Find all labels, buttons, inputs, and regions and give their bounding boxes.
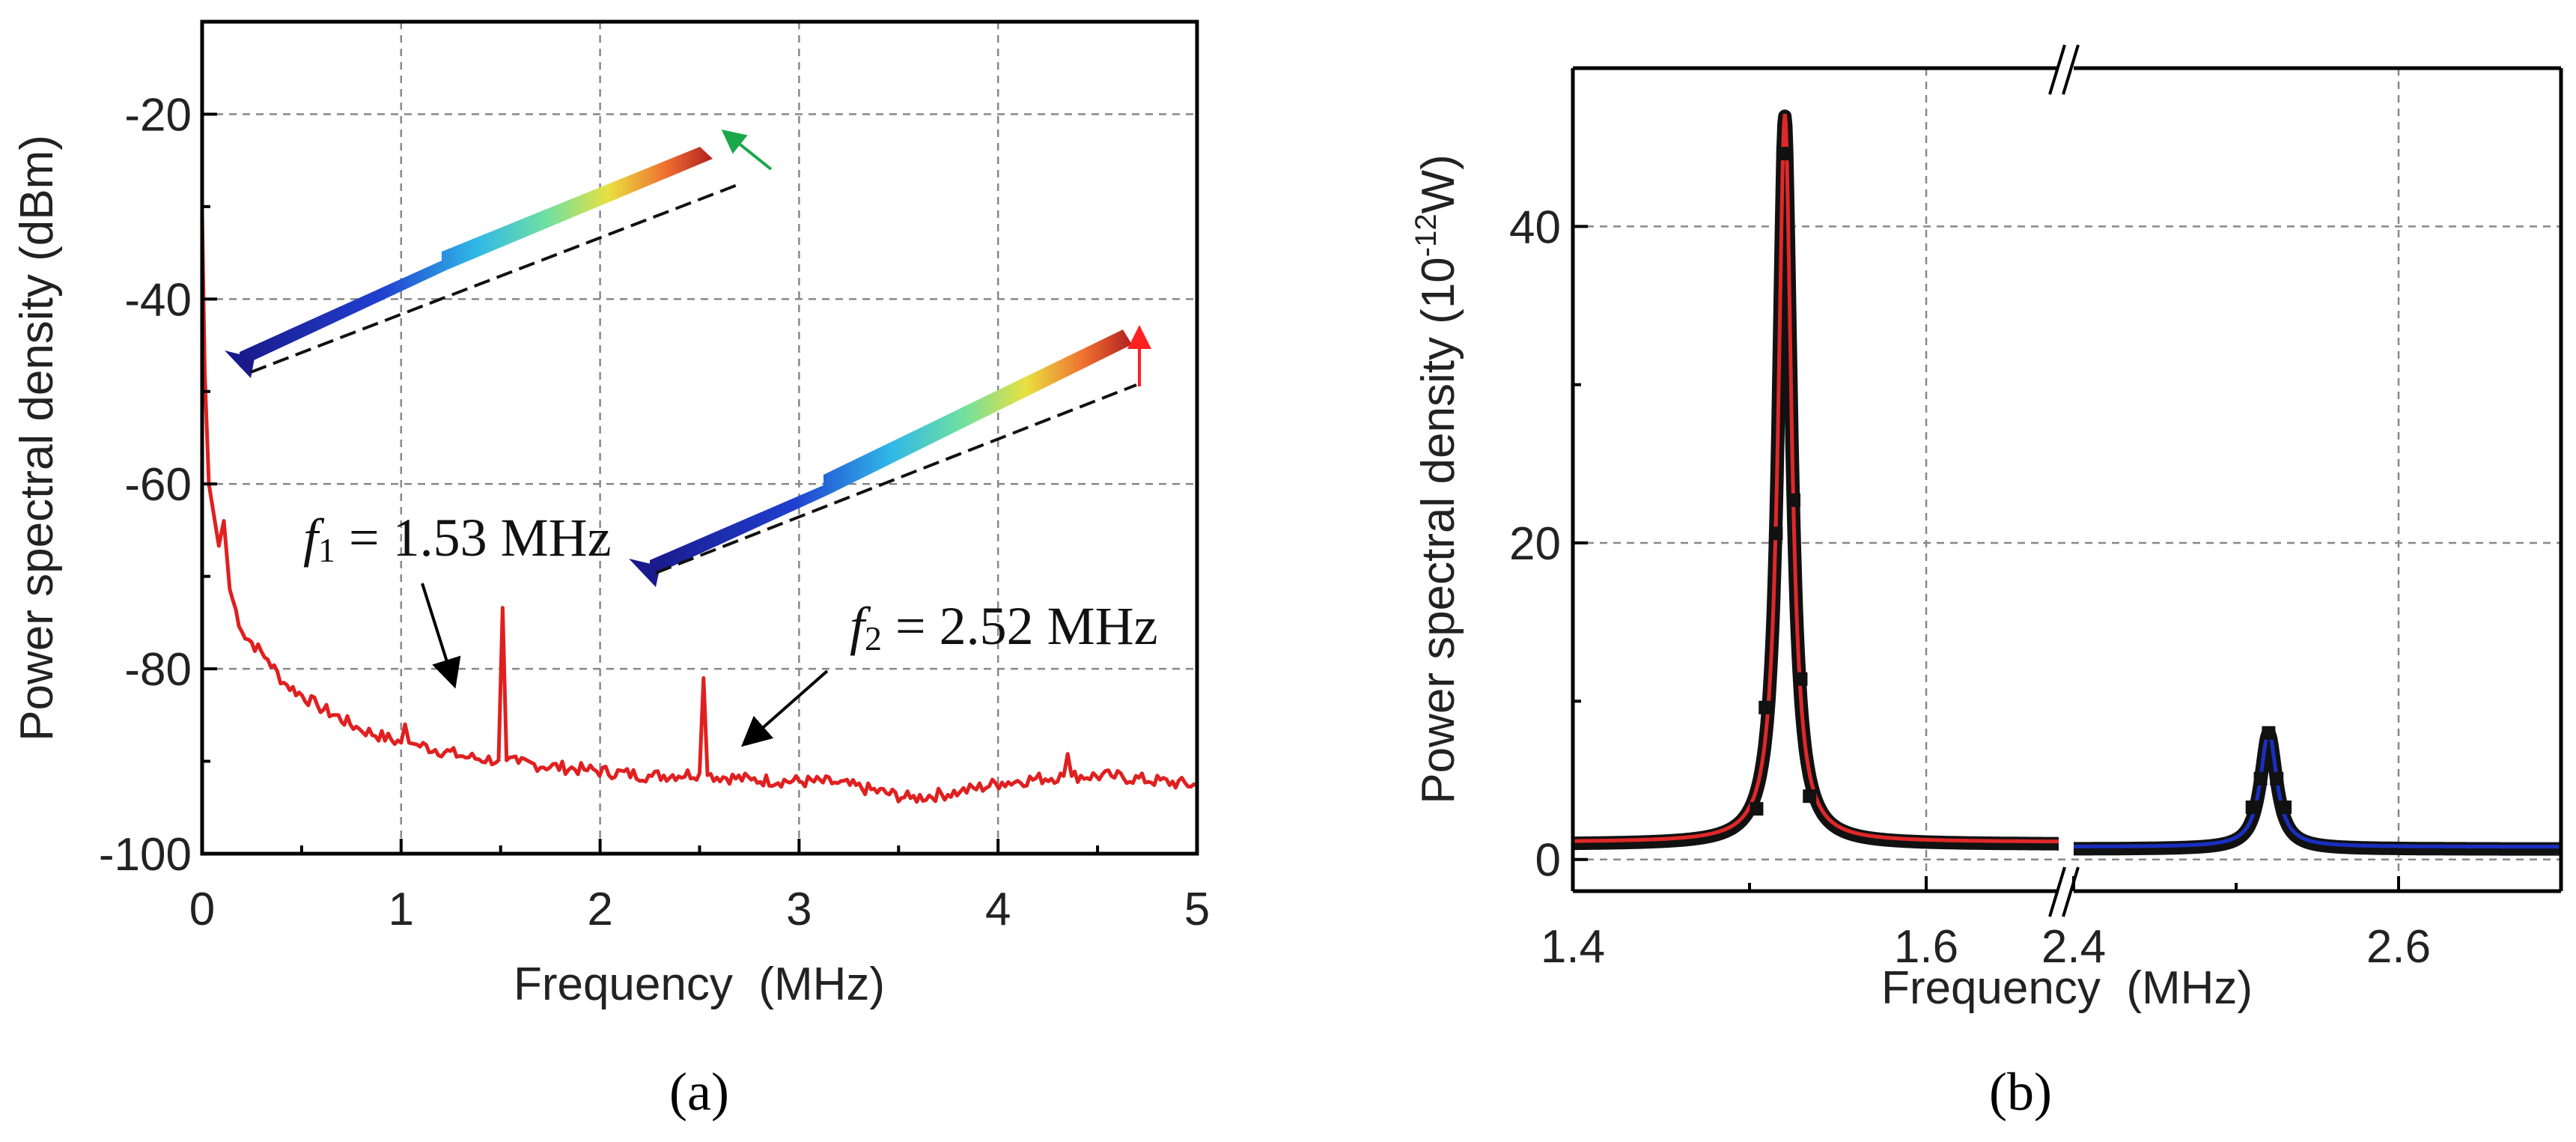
- panel-b-ticks: 0 20 40 1.4 1.6 2.4 2.6: [1509, 201, 2431, 973]
- data-point-square: [2270, 771, 2284, 786]
- data-point-square: [1787, 493, 1800, 507]
- panel-b-frame: [1571, 44, 2563, 917]
- data-point-square: [1776, 147, 1790, 161]
- y-tick-label: -60: [124, 459, 192, 511]
- x-tick-label: 4: [985, 884, 1011, 935]
- y-tick-label: -100: [99, 829, 192, 881]
- rest-position-dashed-line-1: [250, 182, 742, 374]
- x-tick-label: 2.6: [2366, 921, 2431, 973]
- panel-b-label: (b): [1989, 1062, 2052, 1122]
- x-tick-label: 3: [786, 884, 812, 935]
- x-tick-label: 5: [1184, 884, 1210, 935]
- panel-a-mode-shape-insets: [225, 130, 1151, 587]
- annotation-f2: f2 = 2.52 MHz: [850, 596, 1158, 657]
- panel-a-y-axis-label: Power spectral density (dBm): [11, 135, 63, 741]
- axis-break-top-icon: [2048, 44, 2080, 95]
- panel-b-chart: 0 20 40 1.4 1.6 2.4 2.6 Frequency (MHz) Power …: [1410, 44, 2567, 1122]
- data-point-square: [2278, 800, 2292, 814]
- panel-b-y-axis-label: Power spectral density (10-12W): [1410, 154, 1464, 804]
- data-point-square: [1759, 700, 1773, 714]
- cantilever-beam-mode-1: [240, 147, 713, 367]
- panel-a-ticks: 0 1 2 3 4 5 -20 -40 -60 -80 -100: [99, 89, 1210, 935]
- measured-data-band: [2068, 726, 2567, 856]
- cantilever-tip-mode-1: [225, 350, 255, 378]
- data-point-square: [2253, 771, 2268, 786]
- lorentzian-fit-line: [1573, 114, 2059, 844]
- data-point-square: [2245, 800, 2259, 814]
- panel-a-label: (a): [669, 1062, 729, 1122]
- data-point-square: [1794, 672, 1808, 686]
- data-point-square: [1769, 526, 1783, 541]
- lorentzian-fit-line: [2074, 728, 2561, 849]
- green-arrow-icon: [721, 130, 773, 171]
- y-tick-label: 0: [1535, 835, 1561, 887]
- rest-position-dashed-line-2: [655, 383, 1137, 574]
- data-point-square: [1803, 789, 1817, 804]
- f2-arrow-icon: [740, 669, 829, 747]
- spectrum-line: [200, 216, 1198, 804]
- data-point-square: [2262, 726, 2276, 740]
- x-tick-label: 1.6: [1894, 921, 1958, 973]
- panel-a-chart: 0 1 2 3 4 5 -20 -40 -60 -80 -100 f1 = 1.53 MHz f2 …: [11, 19, 1210, 1122]
- axis-break-bottom-icon: [2048, 866, 2080, 917]
- x-tick-label: 1: [389, 884, 414, 935]
- y-tick-label: 40: [1509, 201, 1561, 253]
- cantilever-tip-mode-2: [629, 559, 660, 587]
- cantilever-beam-mode-2: [650, 329, 1132, 577]
- annotation-f1: f1 = 1.53 MHz: [303, 508, 612, 569]
- f1-arrow-icon: [421, 583, 461, 689]
- panel-a-grid: [202, 22, 1197, 854]
- data-point-square: [1750, 802, 1764, 816]
- mode-1-cantilever-inset: [225, 130, 773, 378]
- y-tick-label: -40: [124, 274, 192, 326]
- y-tick-label: 20: [1509, 518, 1561, 570]
- x-tick-label: 1.4: [1541, 921, 1605, 973]
- panel-b-grid: [1573, 68, 2561, 891]
- panel-b-x-axis-label: Frequency (MHz): [1881, 962, 2253, 1014]
- y-tick-label: -80: [124, 644, 192, 696]
- mode-2-cantilever-inset: [629, 325, 1151, 587]
- x-tick-label: 2: [587, 884, 612, 935]
- measured-data-band: [1567, 109, 2065, 851]
- panel-b-data: [1567, 109, 2567, 856]
- panel-a-x-axis-label: Frequency (MHz): [514, 959, 885, 1010]
- x-tick-label: 0: [189, 884, 215, 935]
- x-tick-label: 2.4: [2041, 921, 2106, 973]
- y-tick-label: -20: [124, 89, 192, 141]
